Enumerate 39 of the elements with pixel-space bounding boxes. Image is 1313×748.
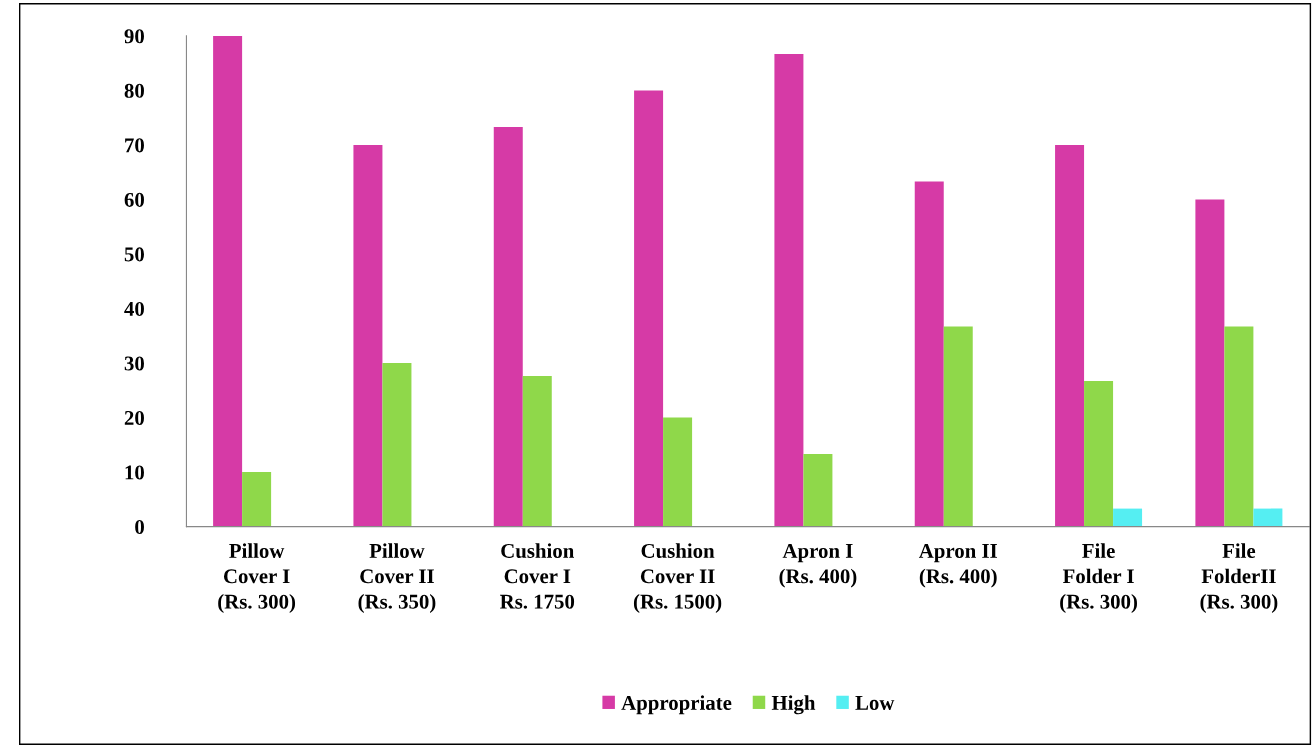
y-tick-label: 80: [124, 83, 144, 98]
bar: [914, 181, 944, 527]
bar: [774, 53, 804, 527]
x-tick-label: Pillow Cover II (Rs. 350): [358, 543, 436, 613]
y-tick-label: 20: [124, 410, 144, 425]
x-tick-label: Cushion Cover I Rs. 1750: [500, 543, 575, 609]
y-tick-label: 70: [125, 138, 144, 153]
bar: [493, 126, 523, 527]
y-tick-label: 60: [124, 192, 144, 207]
x-tick-label: Cushion Cover II (Rs. 1500): [633, 543, 722, 613]
bar: [1084, 381, 1114, 527]
bar: [242, 472, 272, 527]
bar: [353, 144, 383, 527]
bar: [1224, 326, 1254, 527]
bar: [213, 35, 243, 527]
y-tick-label: 40: [124, 301, 144, 316]
bar: [1055, 144, 1085, 527]
bar: [803, 454, 833, 527]
bar: [522, 376, 552, 527]
bar: [1195, 199, 1225, 527]
bar: [1253, 508, 1283, 527]
bar: [382, 363, 412, 527]
bar: [634, 90, 664, 527]
legend-label: Appropriate: [621, 695, 732, 715]
x-tick-label: Apron II (Rs. 400): [918, 543, 998, 588]
y-tick-label: 90: [124, 29, 144, 44]
y-tick-label: 50: [124, 247, 144, 262]
y-tick-label: 30: [124, 356, 144, 371]
bar: [663, 417, 693, 527]
x-tick-label: Apron I (Rs. 400): [779, 543, 857, 588]
x-tick-label: File Folder I (Rs. 300): [1060, 543, 1137, 613]
bar: [943, 326, 973, 527]
legend-label: High: [771, 695, 816, 715]
y-tick-label: 0: [135, 519, 144, 535]
x-tick-label: File FolderII (Rs. 300): [1200, 543, 1278, 613]
x-tick-label: Pillow Cover I (Rs. 300): [218, 543, 296, 613]
legend-label: Low: [855, 696, 895, 710]
bar: [1113, 508, 1143, 527]
y-tick-label: 10: [125, 465, 144, 480]
